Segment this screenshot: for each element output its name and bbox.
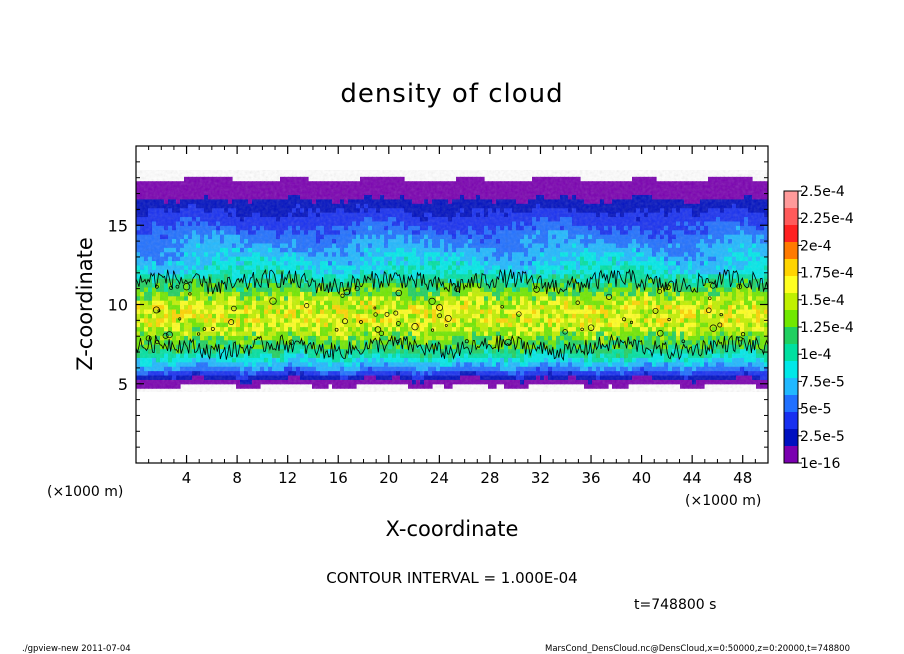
chart-title: density of cloud (340, 79, 563, 109)
